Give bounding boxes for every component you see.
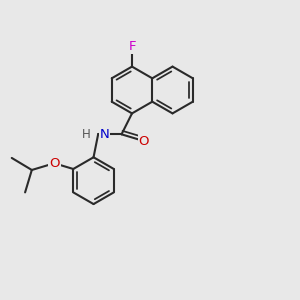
Text: O: O	[139, 135, 149, 148]
Text: N: N	[100, 128, 110, 141]
Text: F: F	[128, 40, 136, 53]
Text: O: O	[49, 157, 59, 170]
Text: H: H	[82, 128, 91, 141]
